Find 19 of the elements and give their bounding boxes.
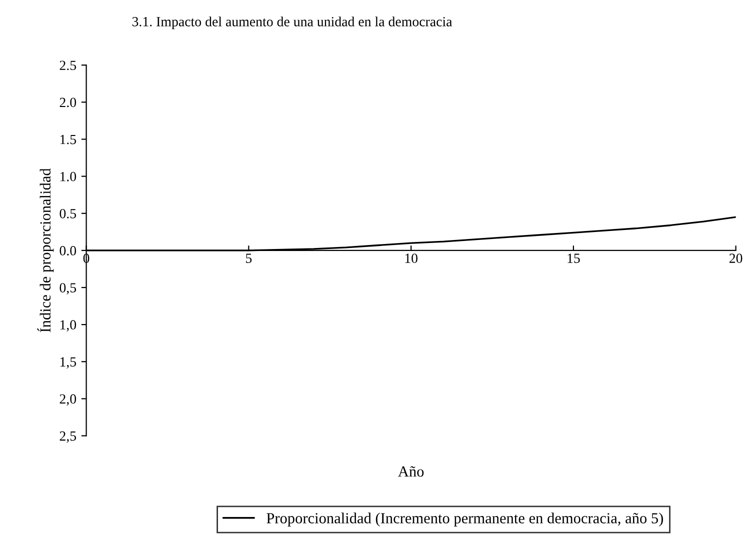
y-tick-label: 1,5	[60, 357, 76, 369]
y-tick-label: 0,5	[60, 283, 76, 294]
y-tick-label: 1.5	[60, 134, 76, 144]
y-tick-label: 2.0	[60, 98, 76, 108]
x-tick-label: 15	[568, 254, 580, 263]
y-tick-label: 1.0	[60, 172, 76, 182]
x-tick-label: 5	[246, 254, 252, 263]
y-tick-label: 2.5	[60, 60, 76, 70]
y-tick-label: 2,0	[60, 394, 76, 406]
y-tick-label: 2,5	[60, 431, 76, 443]
y-tick-label: 0.0	[60, 246, 76, 256]
y-tick-label: 0.5	[60, 208, 76, 218]
y-tick-label: 1,0	[60, 320, 76, 332]
chart-title: 3.1. Impacto del aumento de una unidad en la democracia	[132, 16, 452, 30]
y-axis-title: Índice de proporcionalidad	[37, 168, 54, 332]
x-tick-label: 20	[729, 254, 742, 263]
x-tick-label: 10	[405, 254, 418, 263]
legend-label: Proporcionalidad (Incremento permanente en democracia, año 5)	[266, 512, 663, 526]
x-axis-title: Año	[398, 466, 424, 477]
